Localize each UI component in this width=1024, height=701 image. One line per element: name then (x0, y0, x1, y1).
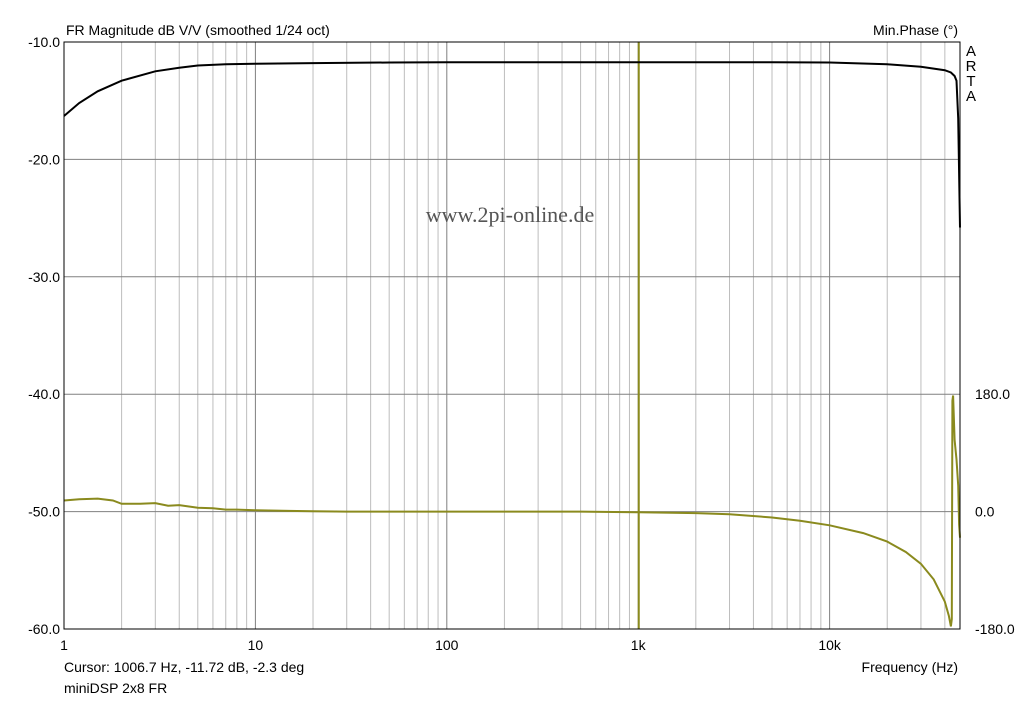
phase-series-line (63, 395, 961, 627)
x-tick-label: 100 (435, 637, 459, 653)
cursor-readout: Cursor: 1006.7 Hz, -11.72 dB, -2.3 deg (64, 659, 304, 675)
x-axis-label: Frequency (Hz) (862, 659, 958, 675)
x-tick-label: 1 (60, 637, 68, 653)
y2-tick-label: 180.0 (975, 386, 1010, 402)
right-axis-title: Min.Phase (°) (873, 22, 958, 38)
x-tick-label: 10 (248, 637, 264, 653)
x-axis-tick-labels: 1 10 100 1k 10k (60, 637, 842, 653)
y-tick-label: -60.0 (28, 621, 60, 637)
y-tick-label: -40.0 (28, 386, 60, 402)
y-tick-label: -50.0 (28, 504, 60, 520)
right-axis-tick-labels: 180.0 0.0 -180.0 (975, 386, 1015, 637)
footer-label: miniDSP 2x8 FR (64, 680, 167, 696)
chart-title: FR Magnitude dB V/V (smoothed 1/24 oct) (66, 22, 330, 38)
plot-frame (63, 41, 961, 630)
y-tick-label: -30.0 (28, 269, 60, 285)
left-axis-tick-labels: -10.0 -20.0 -30.0 -40.0 -50.0 -60.0 (28, 34, 60, 637)
arta-logo-letter: R (966, 58, 977, 75)
y-tick-label: -10.0 (28, 34, 60, 50)
y2-tick-label: 0.0 (975, 504, 995, 520)
x-tick-label: 1k (631, 637, 647, 653)
y2-tick-label: -180.0 (975, 621, 1015, 637)
y-tick-label: -20.0 (28, 151, 60, 167)
arta-logo-letter: A (966, 88, 976, 105)
x-tick-label: 10k (818, 637, 842, 653)
arta-logo-letter: T (966, 73, 975, 90)
arta-logo-letter: A (966, 43, 976, 60)
watermark: www.2pi-online.de (426, 202, 594, 227)
magnitude-series-line (63, 61, 961, 228)
